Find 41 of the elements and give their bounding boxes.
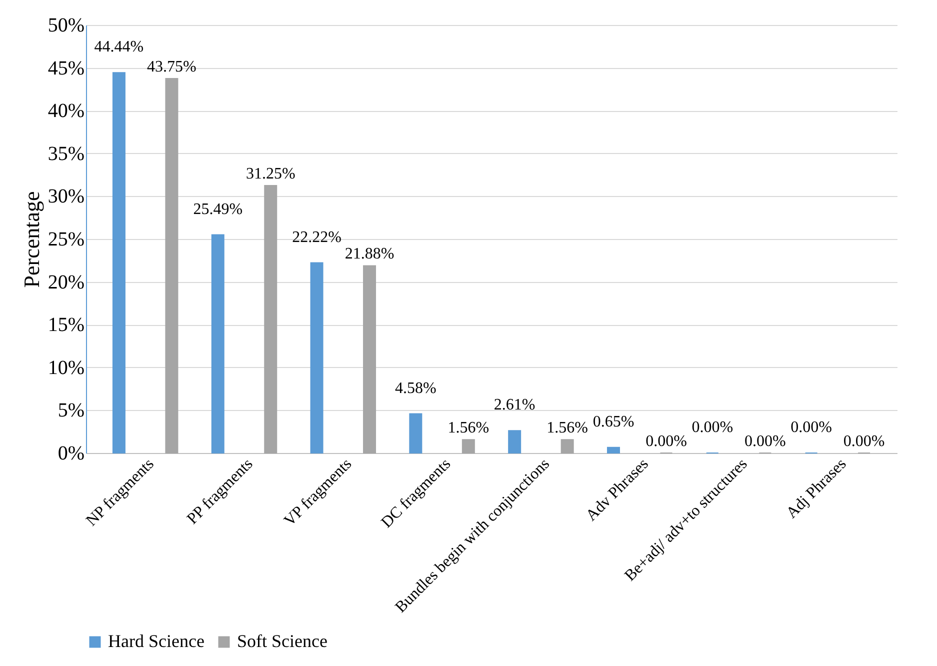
data-label: 0.00% [692, 419, 734, 436]
y-tick-label: 5% [58, 400, 84, 422]
y-tick-label: 25% [48, 228, 84, 250]
y-tick-label: 40% [48, 100, 84, 122]
y-tick-label: 0% [58, 442, 84, 464]
data-label: 0.00% [843, 433, 885, 450]
data-label: 2.61% [494, 396, 536, 414]
legend-label: Hard Science [108, 631, 204, 651]
bar [409, 413, 422, 454]
data-label: 31.25% [246, 166, 296, 182]
data-label: 22.22% [292, 228, 342, 246]
bar [310, 262, 324, 454]
data-label: 0.65% [592, 413, 634, 430]
data-label: 25.49% [193, 200, 243, 218]
data-label: 0.00% [790, 419, 832, 436]
y-tick-label: 20% [48, 271, 84, 294]
data-label: 0.00% [646, 433, 687, 450]
data-label: 21.88% [344, 246, 394, 263]
y-tick-label: 35% [48, 142, 84, 165]
y-tick-label: 10% [48, 356, 84, 379]
data-label: 1.56% [546, 420, 588, 437]
bar [112, 72, 126, 454]
data-label: 4.58% [395, 380, 436, 397]
y-tick-label: 50% [48, 14, 84, 36]
data-label: 43.75% [147, 58, 196, 76]
bar [211, 234, 224, 454]
y-axis-title: Percentage [18, 191, 44, 288]
bar [462, 439, 475, 454]
legend-label: Soft Science [237, 631, 328, 651]
y-tick-label: 15% [48, 314, 84, 336]
bar [264, 185, 278, 454]
bar [560, 439, 574, 454]
y-tick-label: 30% [48, 186, 84, 208]
data-label: 44.44% [94, 38, 144, 56]
bar [165, 78, 178, 454]
data-label: 0.00% [744, 433, 786, 450]
y-tick-label: 45% [48, 57, 84, 80]
bar [508, 430, 522, 454]
bar [363, 265, 376, 454]
data-label: 1.56% [448, 420, 490, 437]
bar [606, 446, 620, 454]
